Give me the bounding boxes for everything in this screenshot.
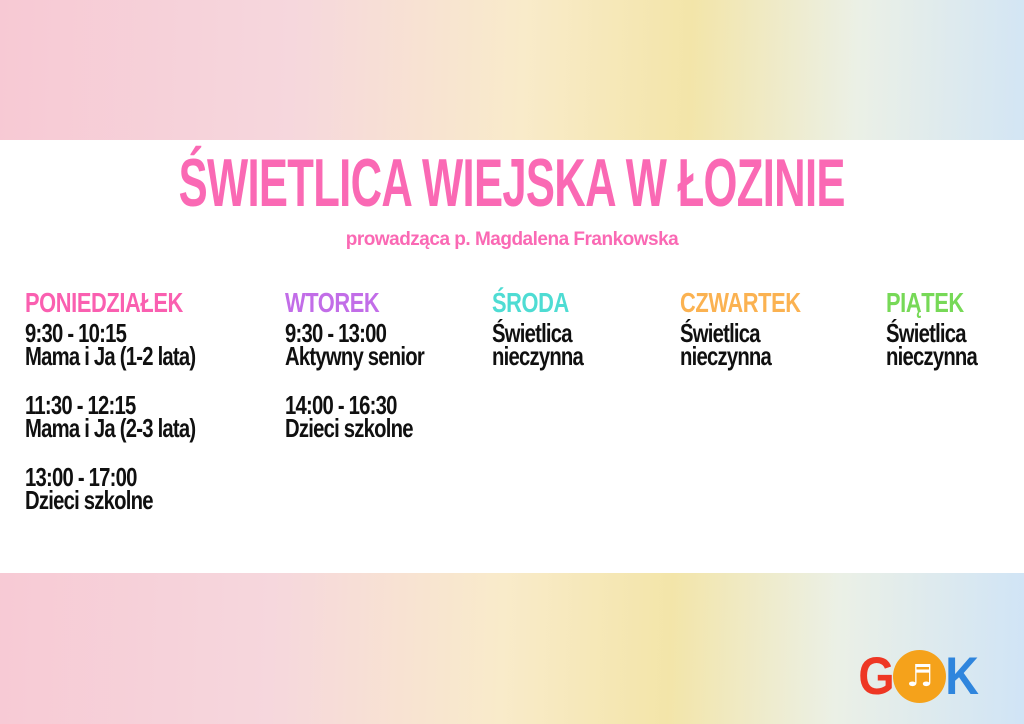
schedule-entry: Świetlica nieczynna — [680, 318, 801, 371]
schedule-entry: Świetlica nieczynna — [886, 318, 978, 371]
schedule-entry: 9:30 - 10:15 Mama i Ja (1-2 lata) — [25, 318, 196, 371]
closed-status-line: Świetlica — [680, 318, 761, 348]
day-header-monday: PONIEDZIAŁEK — [25, 287, 183, 318]
day-column-content: PIĄTEK Świetlica nieczynna — [886, 287, 978, 371]
page-subtitle: prowadząca p. Magdalena Frankowska — [345, 229, 679, 250]
gok-logo-letter-k: K — [945, 647, 979, 706]
entry-activity: Aktywny senior — [285, 341, 425, 371]
entry-time: 9:30 - 10:15 — [25, 318, 127, 348]
day-header-friday: PIĄTEK — [886, 287, 964, 318]
gok-logo: G ♬ K — [856, 650, 981, 703]
day-column-friday: PIĄTEK Świetlica nieczynna — [886, 288, 1003, 394]
day-column-content: WTOREK 9:30 - 13:00 Aktywny senior 14:00… — [285, 287, 425, 443]
day-column-wednesday: ŚRODA Świetlica nieczynna — [492, 288, 609, 394]
schedule-entry: 9:30 - 13:00 Aktywny senior — [285, 318, 425, 371]
closed-status-line: nieczynna — [886, 341, 978, 371]
content-band — [0, 140, 1024, 573]
day-column-content: PONIEDZIAŁEK 9:30 - 10:15 Mama i Ja (1-2… — [25, 287, 196, 515]
entry-activity: Mama i Ja (1-2 lata) — [25, 341, 196, 371]
schedule-entry: 11:30 - 12:15 Mama i Ja (2-3 lata) — [25, 390, 196, 443]
music-note-icon: ♬ — [906, 658, 934, 694]
day-header-thursday: CZWARTEK — [680, 287, 801, 318]
day-column-thursday: CZWARTEK Świetlica nieczynna — [680, 288, 835, 394]
closed-status-line: nieczynna — [680, 341, 772, 371]
day-column-monday: PONIEDZIAŁEK 9:30 - 10:15 Mama i Ja (1-2… — [25, 288, 243, 538]
entry-activity: Dzieci szkolne — [25, 485, 153, 515]
music-and-mask-icon: ♬ — [893, 650, 947, 703]
closed-status-line: Świetlica — [492, 318, 573, 348]
closed-status-line: nieczynna — [492, 341, 584, 371]
entry-activity: Mama i Ja (2-3 lata) — [25, 413, 196, 443]
day-column-tuesday: WTOREK 9:30 - 13:00 Aktywny senior 14:00… — [285, 288, 463, 466]
entry-time: 9:30 - 13:00 — [285, 318, 387, 348]
entry-time: 11:30 - 12:15 — [25, 390, 136, 420]
day-header-tuesday: WTOREK — [285, 287, 380, 318]
day-column-content: CZWARTEK Świetlica nieczynna — [680, 287, 801, 371]
gok-logo-letter-g: G — [858, 647, 894, 706]
schedule-entry: 13:00 - 17:00 Dzieci szkolne — [25, 462, 195, 515]
schedule-entry: 14:00 - 16:30 Dzieci szkolne — [285, 390, 424, 443]
page-title-text: ŚWIETLICA WIEJSKA W ŁOZINIE — [178, 144, 846, 221]
entry-time: 13:00 - 17:00 — [25, 462, 137, 492]
schedule-entry: Świetlica nieczynna — [492, 318, 584, 371]
entry-activity: Dzieci szkolne — [285, 413, 413, 443]
page-title: ŚWIETLICA WIEJSKA W ŁOZINIE — [0, 144, 1024, 221]
entry-time: 14:00 - 16:30 — [285, 390, 397, 420]
day-header-wednesday: ŚRODA — [492, 287, 569, 318]
day-column-content: ŚRODA Świetlica nieczynna — [492, 287, 584, 371]
closed-status-line: Świetlica — [886, 318, 967, 348]
